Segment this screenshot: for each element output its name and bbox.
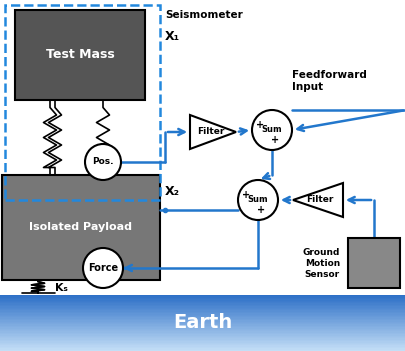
Text: Feedforward
Input: Feedforward Input [291,70,366,92]
Bar [2,175,160,280]
Text: +: + [256,205,264,215]
Text: +: + [255,120,263,130]
Circle shape [85,144,121,180]
Bar [0,347,405,348]
Bar [0,344,405,345]
Bar [0,316,405,317]
Bar [0,312,405,313]
Circle shape [237,180,277,220]
Text: Filter: Filter [197,127,224,137]
Bar [347,238,399,288]
Bar [0,330,405,331]
Text: +: + [241,190,249,200]
Bar [0,317,405,319]
Bar [0,331,405,333]
Bar [0,336,405,337]
Text: Kₛ: Kₛ [55,283,68,293]
Bar [0,302,405,303]
Bar [0,334,405,336]
Text: Ground
Motion
Sensor: Ground Motion Sensor [302,248,339,279]
Bar [5,5,160,200]
Bar [0,306,405,307]
Text: Isolated Payload: Isolated Payload [30,223,132,232]
Text: Sum: Sum [247,196,268,205]
Bar [0,345,405,347]
Bar [0,295,405,296]
Bar [0,310,405,312]
Bar [0,309,405,310]
Text: Sum: Sum [261,126,281,134]
Bar [0,343,405,344]
Bar [15,10,145,100]
Bar [0,313,405,314]
Bar [0,326,405,327]
Bar [0,319,405,320]
Bar [0,307,405,309]
Text: Seismometer: Seismometer [164,10,242,20]
Circle shape [252,110,291,150]
Bar [0,338,405,340]
Text: Force: Force [88,263,118,273]
Bar [0,314,405,316]
Bar [0,341,405,343]
Bar [0,333,405,334]
Text: X₁: X₁ [164,30,180,43]
Bar [0,337,405,338]
Bar [0,324,405,326]
Bar [0,327,405,329]
Bar [0,340,405,341]
Text: +: + [270,135,278,145]
Circle shape [83,248,123,288]
Bar [0,322,405,323]
Bar [0,305,405,306]
Text: X₂: X₂ [164,185,179,198]
Bar [0,348,405,350]
Bar [0,296,405,298]
Text: Filter: Filter [305,196,333,205]
Bar [0,299,405,300]
Polygon shape [190,115,235,149]
Text: Earth: Earth [173,313,232,332]
Text: Test Mass: Test Mass [45,48,114,61]
Text: Pos.: Pos. [92,158,113,166]
Polygon shape [292,183,342,217]
Bar [0,350,405,351]
Bar [0,320,405,322]
Bar [0,300,405,302]
Bar [0,298,405,299]
Bar [0,303,405,305]
Bar [0,323,405,324]
Bar [0,329,405,330]
